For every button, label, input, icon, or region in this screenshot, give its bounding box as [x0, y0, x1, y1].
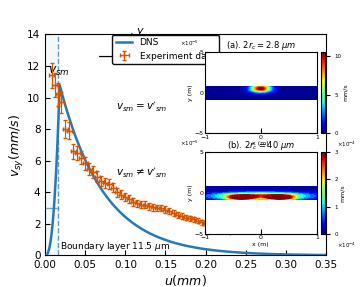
Text: $\times10^{-5}$: $\times10^{-5}$ — [180, 38, 199, 48]
X-axis label: $u(mm)$: $u(mm)$ — [164, 273, 207, 287]
DNS — [255, 252, 259, 255]
DNS — [43, 254, 48, 257]
DNS — [58, 83, 62, 87]
DNS — [209, 248, 213, 252]
Y-axis label: mm/s: mm/s — [340, 184, 345, 202]
Y-axis label: $v_{sy}(mm/s)$: $v_{sy}(mm/s)$ — [8, 113, 26, 177]
Y-axis label: mm/s: mm/s — [343, 84, 348, 101]
Line: DNS: DNS — [46, 85, 326, 255]
Text: $\times10^{-4}$: $\times10^{-4}$ — [337, 241, 356, 250]
X-axis label: x (m): x (m) — [252, 242, 269, 247]
Title: (b). $2r_c = 40\ \mu m$: (b). $2r_c = 40\ \mu m$ — [227, 139, 295, 152]
DNS — [171, 241, 175, 244]
Text: $v_{sm} = v'_{sm}$: $v_{sm} = v'_{sm}$ — [116, 100, 167, 114]
DNS — [324, 253, 328, 257]
Text: $y$: $y$ — [136, 26, 145, 38]
X-axis label: x (m): x (m) — [252, 141, 269, 146]
Text: $v_{sm} \neq v'_{sm}$: $v_{sm} \neq v'_{sm}$ — [116, 166, 167, 180]
Text: Boundary layer 11.5 $\mu$m: Boundary layer 11.5 $\mu$m — [60, 240, 170, 253]
Text: $\times10^{-4}$: $\times10^{-4}$ — [337, 140, 356, 149]
Text: $v_{sm}$: $v_{sm}$ — [49, 65, 70, 78]
DNS — [93, 179, 98, 182]
Y-axis label: y (m): y (m) — [188, 185, 193, 201]
DNS — [231, 250, 235, 254]
Text: $\times10^{-5}$: $\times10^{-5}$ — [180, 139, 199, 148]
Legend: DNS, Experiment data: DNS, Experiment data — [113, 34, 219, 64]
Bar — [45, 34, 59, 255]
Y-axis label: y (m): y (m) — [188, 84, 193, 101]
DNS — [116, 208, 120, 212]
Title: (a). $2r_c = 2.8\ \mu m$: (a). $2r_c = 2.8\ \mu m$ — [226, 39, 296, 52]
